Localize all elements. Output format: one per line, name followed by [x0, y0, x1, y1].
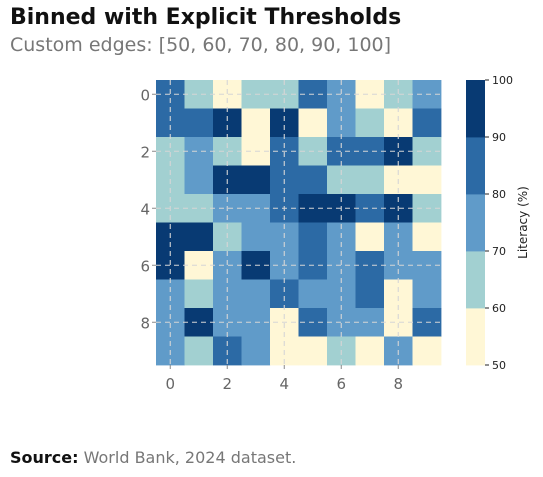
heatmap-cell	[298, 165, 328, 195]
chart-subtitle: Custom edges: [50, 60, 70, 80, 90, 100]	[10, 34, 392, 56]
x-tick-label: 8	[393, 375, 403, 393]
chart-title: Binned with Explicit Thresholds	[10, 5, 402, 30]
heatmap-cell	[241, 165, 271, 195]
heatmap-cell	[355, 336, 385, 366]
heatmap-cell	[412, 222, 442, 252]
colorbar-tick-label: 90	[492, 131, 506, 144]
heatmap-cell	[213, 279, 242, 309]
heatmap-cell	[355, 194, 385, 223]
colorbar-tick-label: 70	[492, 245, 506, 258]
heatmap-cell	[156, 108, 185, 138]
heatmap-cell	[412, 279, 442, 309]
heatmap-grid	[156, 80, 441, 365]
colorbar-tick-label: 50	[492, 359, 506, 372]
heatmap-cell	[241, 108, 271, 138]
heatmap-cells	[156, 80, 442, 366]
heatmap-cell	[184, 165, 214, 195]
heatmap-cell	[327, 108, 356, 138]
heatmap-cell	[355, 80, 385, 109]
colorbar-segment	[466, 80, 485, 138]
heatmap-cell	[384, 108, 413, 138]
heatmap-cell	[184, 308, 214, 337]
heatmap-cell	[184, 194, 214, 223]
y-tick-label: 0	[140, 86, 150, 104]
source-label: Source:	[10, 448, 79, 467]
heatmap-cell	[241, 336, 271, 366]
heatmap-cell	[184, 108, 214, 138]
heatmap-cell	[184, 336, 214, 366]
heatmap-cell	[241, 222, 271, 252]
heatmap-cell	[355, 222, 385, 252]
x-axis: 0 2 4 6 8	[165, 365, 403, 393]
heatmap-cell	[412, 336, 442, 366]
heatmap-cell	[298, 336, 328, 366]
heatmap-cell	[184, 137, 214, 166]
colorbar-segment	[466, 251, 485, 309]
heatmap-cell	[412, 165, 442, 195]
colorbar-segment	[466, 194, 485, 252]
heatmap-cell	[298, 222, 328, 252]
heatmap-cell	[213, 108, 242, 138]
colorbar-tick-label: 60	[492, 302, 506, 315]
heatmap-cell	[184, 222, 214, 252]
heatmap-cell	[298, 108, 328, 138]
heatmap-cell	[298, 279, 328, 309]
heatmap-cell	[355, 251, 385, 280]
heatmap-cell	[184, 80, 214, 109]
colorbar-tick-label: 80	[492, 188, 506, 201]
x-tick-label: 4	[279, 375, 289, 393]
heatmap-cell	[270, 108, 299, 138]
colorbar-segment	[466, 308, 485, 366]
heatmap-cell	[384, 279, 413, 309]
y-tick-label: 6	[140, 257, 150, 275]
heatmap-cell	[355, 137, 385, 166]
source-text: World Bank, 2024 dataset.	[83, 448, 297, 467]
colorbar-tick-label: 100	[492, 74, 513, 87]
x-tick-label: 0	[165, 375, 175, 393]
heatmap-cell	[355, 308, 385, 337]
heatmap-cell	[355, 165, 385, 195]
heatmap-cell	[412, 108, 442, 138]
heatmap-cell	[355, 108, 385, 138]
heatmap-chart: 0 2 4 6 8 0 2 4 6 8 50 60 70 80 90 100 Literacy (%)	[140, 74, 530, 393]
colorbar-title: Literacy (%)	[516, 186, 530, 259]
x-tick-label: 2	[222, 375, 232, 393]
x-tick-label: 6	[336, 375, 346, 393]
colorbar-segment	[466, 137, 485, 195]
colorbar: 50 60 70 80 90 100 Literacy (%)	[466, 74, 530, 372]
heatmap-cell	[270, 279, 299, 309]
y-tick-label: 8	[140, 314, 150, 332]
y-tick-label: 2	[140, 143, 150, 161]
heatmap-cell	[156, 279, 185, 309]
y-tick-label: 4	[140, 200, 150, 218]
y-axis: 0 2 4 6 8	[140, 86, 156, 332]
heatmap-cell	[241, 279, 271, 309]
heatmap-cell	[355, 279, 385, 309]
heatmap-cell	[184, 279, 214, 309]
source-note: Source: World Bank, 2024 dataset.	[10, 448, 296, 467]
heatmap-cell	[184, 251, 214, 280]
heatmap-cell	[327, 279, 356, 309]
